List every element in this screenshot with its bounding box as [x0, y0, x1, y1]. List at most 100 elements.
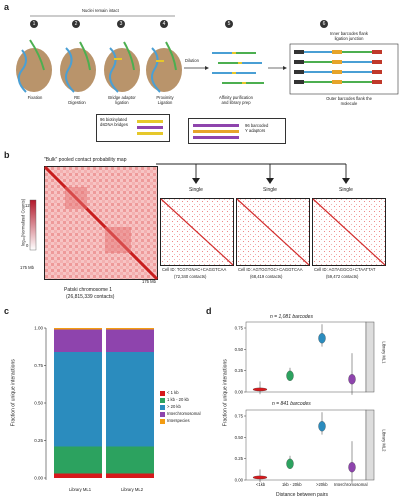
step-1-label: Fixation	[27, 95, 43, 100]
bulk-to-single-arrows	[156, 163, 350, 184]
violin-body	[348, 462, 356, 473]
colorbar-tick-bottom: 0	[26, 243, 29, 248]
legend-swatch	[160, 412, 165, 417]
legend-item: > 20 kb	[160, 404, 201, 411]
panel-d-y-tick-label: 0.50	[235, 347, 244, 352]
single-2-title: Single	[263, 187, 277, 193]
legend-label: > 20 kb	[167, 404, 181, 410]
step-3-badge: 3	[117, 20, 125, 28]
colorbar-tick-top: 12	[25, 203, 30, 208]
panel-c-y-tick-label: 0.75	[34, 363, 43, 368]
violin-chart: 0.00 0.25 0.50 0.75 0.00 0.25 0.50 0.75	[235, 321, 375, 483]
panel-d-y-tick-label: 0.00	[235, 478, 244, 483]
facet-2-title: n = 841 barcodes	[272, 401, 311, 407]
panel-c-y-tick-label: 0.00	[34, 476, 43, 481]
bridge-icons	[137, 120, 163, 135]
step-1-badge: 1	[30, 20, 38, 28]
y-adaptors-box: 96 barcoded Y adaptors	[188, 118, 286, 144]
facet-2-strip: Library ML2	[381, 429, 387, 452]
legend-item: < 1 kb	[160, 390, 201, 397]
facet-panel	[245, 321, 367, 393]
bar-segment	[54, 329, 102, 352]
panel-c-y-tick-label: 1.00	[34, 326, 43, 331]
facet-strip	[365, 321, 375, 393]
panel-d-xcat-3: >20kb	[316, 482, 328, 487]
single-2-contacts: (68,419 contacts)	[250, 274, 283, 279]
legend-swatch	[160, 419, 165, 424]
legend-label: 1 kb - 20 kb	[167, 397, 189, 403]
panel-d-y-tick-label: 0.75	[235, 326, 244, 331]
bulk-caption-line-2: (26,815,339 contacts)	[66, 294, 115, 300]
single-2-cell-id: Cell ID: AGTGGTGC+CAGGTCAA	[238, 267, 303, 272]
legend-label: Interspecies	[167, 418, 190, 424]
panel-d-xcat-1: <1kb	[256, 482, 266, 487]
bulk-bottom-axis-mark: 175 Mb	[142, 279, 156, 284]
panel-c-ylabel: Fraction of unique interactions	[10, 359, 17, 427]
bar-segment	[106, 473, 154, 478]
legend-swatch	[160, 391, 165, 396]
facet-1-strip: Library ML1	[381, 341, 387, 364]
step-5-label: Affinity purification and library prep	[219, 95, 253, 105]
nuclei-note: Nuclei remain intact	[82, 8, 119, 13]
outer-barcode-note: Outer barcodes flank the molecule	[326, 96, 372, 106]
panel-c-category-1: Library ML1	[68, 487, 92, 492]
single-3-title: Single	[339, 187, 353, 193]
inner-barcode-note: Inner barcodes flank ligation junction	[330, 31, 368, 41]
bar-segment	[106, 446, 154, 474]
bulk-heatmap-graphic	[43, 165, 159, 281]
nucleus-3	[104, 41, 140, 93]
y-adaptor-icons	[193, 124, 239, 139]
violin-body	[252, 475, 268, 480]
panel-b-label: b	[4, 150, 10, 160]
single-1-title: Single	[189, 187, 203, 193]
step-3-label: Bridge adaptor ligation	[108, 95, 136, 105]
step-6-badge: 6	[320, 20, 328, 28]
bar-segment	[54, 352, 102, 447]
bulk-left-axis-mark: 175 Mb	[20, 265, 34, 270]
violin-body	[318, 333, 326, 344]
bar-segment	[54, 446, 102, 474]
bar-segment	[106, 328, 154, 330]
bar-segment	[106, 352, 154, 447]
bar-segment	[54, 473, 102, 478]
single-2-heatmap-graphic	[236, 198, 310, 266]
nucleus-4	[146, 41, 182, 93]
panel-d-xcat-4: Interchromosomal	[334, 482, 368, 487]
y-adaptors-box-label: 96 barcoded Y adaptors	[245, 123, 269, 133]
single-3-contact-map	[312, 198, 386, 266]
legend-label: < 1 kb	[167, 390, 179, 396]
panel-d-y-tick-label: 0.25	[235, 368, 244, 373]
legend-swatch	[160, 398, 165, 403]
panel-d-y-tick-label: 0.00	[235, 390, 244, 395]
panel-d-y-tick-label: 0.50	[235, 435, 244, 440]
panel-d-xlabel: Distance between pairs	[276, 492, 328, 498]
single-1-contact-map	[160, 198, 234, 266]
panel-d-xcat-2: 1kb - 20kb	[282, 482, 302, 487]
single-1-cell-id: Cell ID: TCGTGNAC+CAGGTCAA	[162, 267, 227, 272]
violin-body	[286, 458, 294, 469]
legend-item: Interchromosomal	[160, 411, 201, 418]
nucleus-illustrations	[16, 39, 399, 95]
step-4-label: Proximity Ligation	[156, 95, 174, 105]
violin-body	[318, 421, 326, 432]
legend-label: Interchromosomal	[167, 411, 201, 417]
legend-item: 1 kb - 20 kb	[160, 397, 201, 404]
bulk-caption-line-1: Patski chromosome 1	[64, 287, 113, 293]
bulk-contact-map	[43, 165, 159, 281]
single-1-contacts: (72,340 contacts)	[174, 274, 207, 279]
bar-segment	[54, 328, 102, 330]
single-3-contacts: (59,472 contacts)	[326, 274, 359, 279]
bar-segment	[106, 329, 154, 352]
nucleus-1	[16, 39, 52, 93]
panel-d-y-tick-label: 0.75	[235, 414, 244, 419]
violin-body	[348, 374, 356, 385]
step-2-badge: 2	[72, 20, 80, 28]
colorbar	[29, 199, 37, 251]
panel-c-legend: < 1 kb 1 kb - 20 kb > 20 kb Interchromos…	[160, 390, 201, 425]
panel-c-y-tick-label: 0.50	[34, 401, 43, 406]
single-3-cell-id: Cell ID: AGTAGGCG+CTAATTAT	[314, 267, 376, 272]
bridges-box-label: 96 biotinylated dsDNA bridges	[100, 117, 128, 127]
panel-c-label: c	[4, 306, 10, 316]
nuclei-bracket	[30, 15, 175, 17]
panel-c-category-2: Library ML2	[120, 487, 144, 492]
